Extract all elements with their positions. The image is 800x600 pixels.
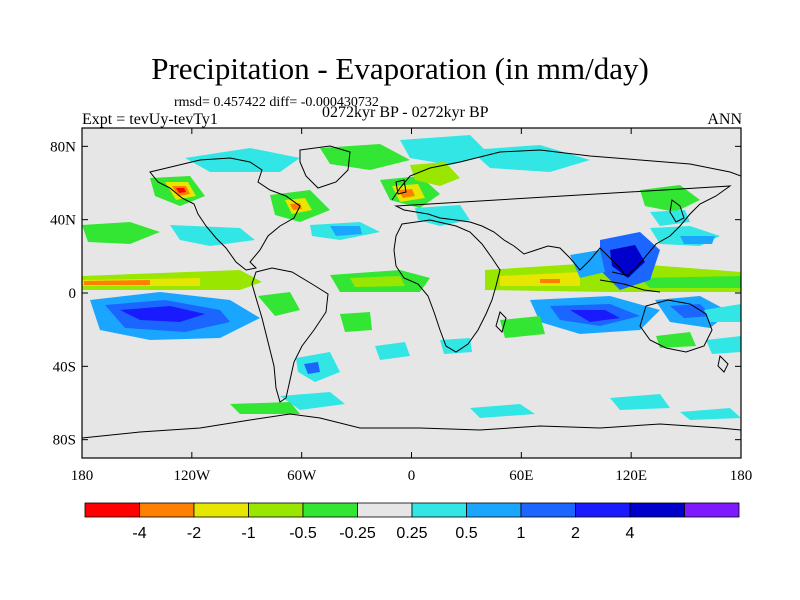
colorbar-swatch [411, 502, 467, 518]
coastline-madagascar [495, 311, 507, 333]
colorbar-swatch [357, 502, 413, 518]
coastline-australia [639, 299, 713, 353]
field-patch [170, 225, 255, 246]
field-patch [230, 402, 300, 414]
colorbar-swatch [84, 502, 140, 518]
season-label: ANN [707, 111, 742, 128]
colorbar-swatch [575, 502, 631, 518]
field-patch [470, 404, 535, 418]
field-patch [680, 236, 715, 244]
field-patch [650, 210, 690, 226]
colorbar-label: 0.25 [396, 525, 427, 542]
field-patch [704, 304, 741, 322]
coastline-indonesia [599, 271, 661, 293]
colorbar-label: -0.25 [339, 525, 376, 542]
field-patch [415, 205, 470, 226]
colorbar-label: -2 [187, 525, 201, 542]
field-patch [640, 276, 741, 288]
lat-tick-label: 40N [50, 213, 76, 229]
field-patch [375, 342, 410, 360]
field-patch [706, 336, 741, 354]
coastline-antarctica [82, 413, 741, 439]
coastlines [82, 145, 741, 439]
colorbar-swatch [302, 502, 358, 518]
lon-tick-label: 120W [173, 468, 211, 484]
lat-tick-label: 80S [53, 433, 76, 449]
colorbar-swatch [629, 502, 685, 518]
colorbar-swatch [248, 502, 304, 518]
field-patch [320, 144, 410, 170]
field-patch [176, 188, 186, 193]
period-label: 0272kyr BP - 0272kyr BP [322, 104, 489, 121]
colorbar-swatch [466, 502, 522, 518]
field-patch [400, 135, 490, 165]
lat-tick-label: 40S [53, 359, 76, 375]
coastline-uk [395, 179, 407, 195]
colorbar-label: 2 [571, 525, 580, 542]
field-patch [398, 189, 415, 198]
colorbar-swatch [139, 502, 195, 518]
field-patch [280, 392, 345, 410]
coastline-eurasia [391, 149, 741, 277]
colorbar-label: -0.5 [289, 525, 317, 542]
lon-tick-label: 60W [287, 468, 317, 484]
field-patch [120, 306, 205, 322]
field-patch [670, 304, 712, 318]
field-patch [340, 312, 372, 332]
field-patch [540, 279, 560, 283]
colorbar-label: 1 [517, 525, 526, 542]
coastline-south-america [251, 267, 329, 403]
field-patch [570, 310, 620, 322]
coastline-japan [669, 199, 685, 223]
colorbar-label: 4 [626, 525, 635, 542]
field-patch [656, 332, 696, 348]
colorbar-swatch [520, 502, 576, 518]
field-patch [84, 280, 150, 285]
field-patch [410, 162, 460, 186]
colorbar-label: -1 [241, 525, 255, 542]
field-patch [350, 276, 405, 287]
field-patch [304, 362, 320, 374]
field-patch [440, 338, 472, 354]
field-patch [610, 245, 645, 278]
coastline-greenland [299, 145, 351, 189]
lat-axis: 80N 40N 0 40S 80S [50, 139, 741, 449]
field-patch [570, 250, 605, 278]
lon-tick-label: 180 [71, 468, 94, 484]
experiment-label: Expt = tevUy-tevTy1 [82, 111, 218, 128]
field-patch [500, 316, 545, 338]
field-patch [82, 222, 160, 244]
field-shading [82, 135, 741, 420]
lat-tick-label: 0 [69, 286, 77, 302]
colorbar-label: -4 [132, 525, 146, 542]
coastline-africa [393, 219, 501, 353]
colorbar-swatch [193, 502, 249, 518]
colorbar: -4 -2 -1 -0.5 -0.25 0.25 0.5 1 2 4 [84, 502, 740, 542]
lon-tick-label: 60E [509, 468, 533, 484]
field-patch [640, 185, 700, 212]
colorbar-label: 0.5 [455, 525, 477, 542]
plot-title: Precipitation - Evaporation (in mm/day) [151, 51, 649, 86]
lon-tick-label: 0 [408, 468, 416, 484]
stats-label: rmsd= 0.457422 diff= -0.000430732 [174, 95, 379, 110]
field-patch [330, 226, 362, 236]
field-patch [258, 292, 300, 316]
colorbar-swatch [684, 502, 740, 518]
field-patch [610, 394, 670, 410]
lon-tick-label: 180 [730, 468, 753, 484]
lon-tick-label: 120E [615, 468, 647, 484]
coastline-new-zealand [717, 354, 729, 373]
lat-tick-label: 80N [50, 139, 76, 155]
field-patch [680, 408, 741, 420]
lon-axis: 180 120W 60W 0 60E 120E 180 [71, 128, 753, 484]
coastline-north-america [149, 157, 301, 271]
